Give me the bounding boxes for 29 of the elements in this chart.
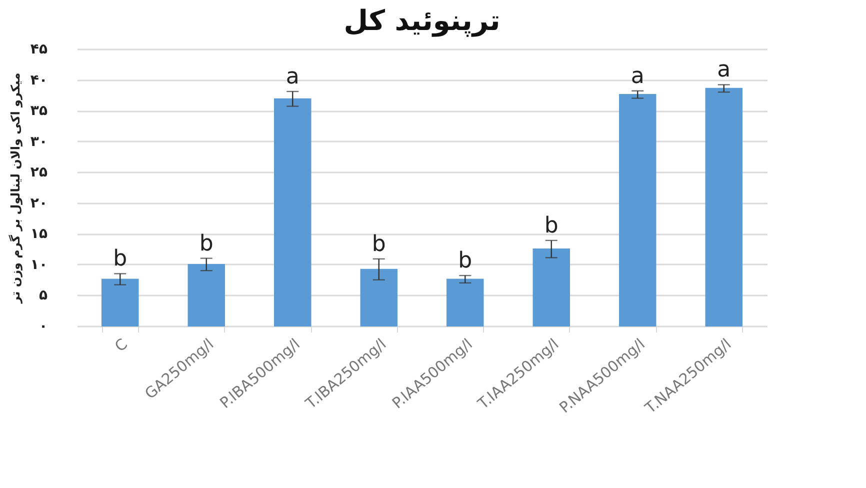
y-tick-label: ۱۰ (30, 256, 48, 273)
y-tick-label: ۰ (38, 318, 48, 334)
y-tick-label: ۱۵ (30, 226, 48, 242)
y-tick-label: ۴۵ (30, 42, 48, 58)
bar (274, 98, 312, 326)
y-axis-title: میکرو اکی والان لینالول بر گرم وزن تر (8, 72, 22, 304)
y-tick-label: ۳۰ (30, 134, 48, 150)
chart-title: ترپنوئید کل (344, 4, 500, 37)
y-tick-label: ۲۰ (30, 195, 48, 212)
annotation: a (286, 64, 300, 90)
bar (446, 278, 484, 326)
x-tick-label: C (111, 334, 131, 356)
y-tick-label: ۲۵ (30, 164, 48, 181)
annotation: b (458, 248, 472, 274)
y-tick-label: ۵ (38, 288, 48, 304)
annotation: b (199, 231, 214, 256)
y-tick-label: ۳۵ (30, 103, 48, 120)
bar (360, 268, 398, 326)
bar (188, 264, 225, 326)
annotation: a (630, 64, 644, 89)
bar (619, 94, 656, 326)
annotation: a (717, 58, 731, 83)
annotation: b (113, 246, 128, 272)
annotation: b (544, 213, 558, 238)
annotation: b (372, 232, 386, 257)
bar (705, 88, 742, 326)
bar (102, 278, 139, 326)
bar (532, 248, 570, 326)
y-tick-label: ۴۰ (30, 72, 48, 88)
